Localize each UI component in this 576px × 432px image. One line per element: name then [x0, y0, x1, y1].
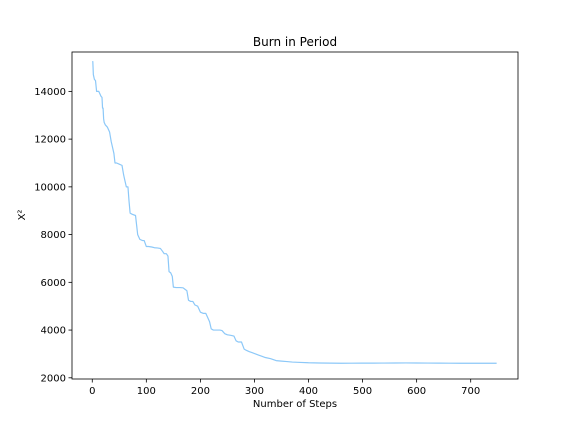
y-tick-label: 2000 [41, 373, 66, 384]
x-tick-label: 200 [191, 386, 210, 397]
plot-frame [71, 51, 519, 380]
y-tick-label: 8000 [41, 230, 66, 241]
x-tick-label: 600 [407, 386, 426, 397]
x-tick-label: 300 [245, 386, 264, 397]
chart-title: Burn in Period [253, 35, 337, 49]
y-axis: 2000 4000 6000 8000 10000 12000 14000 [34, 87, 72, 384]
series-line-0 [92, 60, 497, 364]
y-tick-label: 4000 [41, 326, 66, 337]
y-axis-label: X² [17, 210, 28, 221]
x-tick-label: 100 [137, 386, 156, 397]
y-tick-label: 10000 [34, 182, 66, 193]
x-axis-label: Number of Steps [253, 399, 337, 410]
x-tick-label: 500 [353, 386, 372, 397]
y-tick-label: 6000 [41, 278, 66, 289]
x-tick-label: 0 [89, 386, 95, 397]
y-tick-label: 14000 [34, 87, 66, 98]
x-tick-label: 700 [461, 386, 480, 397]
series-layer [92, 60, 497, 364]
x-tick-label: 400 [299, 386, 318, 397]
y-tick-label: 12000 [34, 135, 66, 146]
x-axis: 0 100 200 300 400 500 600 700 [89, 379, 480, 397]
plot-background [72, 52, 518, 379]
